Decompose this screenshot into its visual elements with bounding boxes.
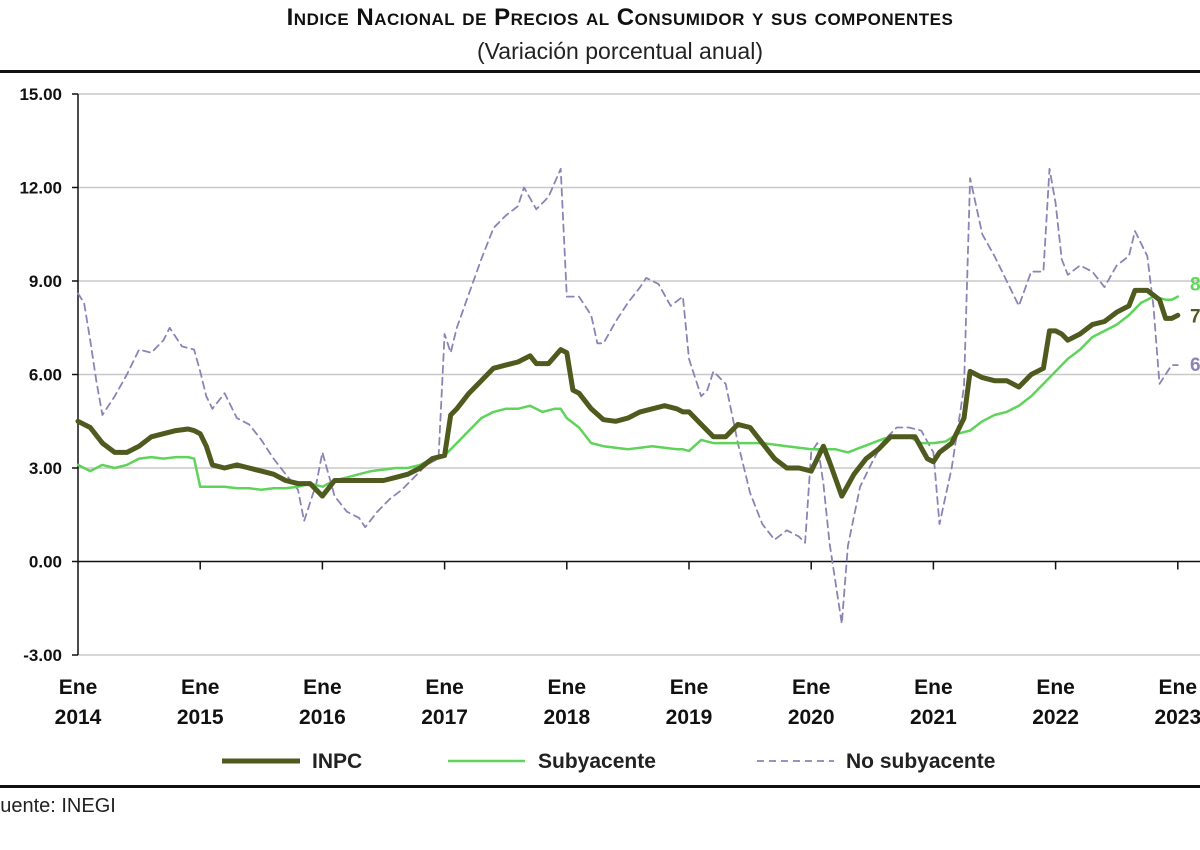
x-tick-label-year: 2016: [299, 706, 346, 729]
x-tick-label-month: Ene: [303, 676, 342, 699]
y-tick-label: 12.00: [19, 179, 62, 198]
bottom-rule: [0, 785, 1200, 788]
grid-lines: [78, 93, 1200, 656]
series-line-no-subyacente: [77, 167, 1179, 625]
x-tick-label-month: Ene: [181, 676, 220, 699]
x-tick-label-year: 2023: [1154, 706, 1200, 729]
x-axis-ticks: Ene 2014 Ene 2015 Ene 2016 Ene 2017 Ene 2018 Ene 20…: [55, 561, 1200, 729]
x-tick-label-year: 2019: [666, 706, 713, 729]
x-tick-label-year: 2017: [421, 706, 468, 729]
series-end-labels: 7 8 6: [1190, 275, 1200, 377]
end-label-subyacente: 8: [1190, 275, 1200, 296]
x-tick-label-year: 2015: [177, 706, 224, 729]
x-tick-label-year: 2020: [788, 706, 835, 729]
y-tick-label: 15.00: [19, 85, 62, 104]
x-tick-label-year: 2014: [55, 706, 102, 729]
source-note: Fuente: INEGI: [0, 795, 116, 817]
x-tick-label-month: Ene: [792, 676, 831, 699]
series-lines: [75, 167, 1181, 625]
top-rule: [0, 70, 1200, 73]
y-tick-label: 0.00: [29, 553, 62, 572]
x-tick-label-year: 2021: [910, 706, 957, 729]
x-tick-label-month: Ene: [548, 676, 587, 699]
end-label-inpc: 7: [1190, 306, 1200, 327]
x-tick-label-month: Ene: [670, 676, 709, 699]
legend-label-subyacente: Subyacente: [538, 750, 656, 773]
y-tick-label: 6.00: [29, 366, 62, 385]
legend-label-inpc: INPC: [312, 750, 362, 773]
y-tick-label: 3.00: [29, 459, 62, 478]
chart-title: Indice Nacional de Precios al Consumidor…: [286, 4, 954, 31]
y-axis-ticks: 15.00 12.00 9.00 6.00 3.00 0.00 -3.00: [19, 85, 78, 665]
x-tick-label-month: Ene: [914, 676, 953, 699]
x-tick-label-month: Ene: [1159, 676, 1198, 699]
end-label-no-subyacente: 6: [1190, 355, 1200, 376]
x-tick-label-year: 2022: [1032, 706, 1079, 729]
x-tick-label-month: Ene: [1036, 676, 1075, 699]
series-line-inpc: [75, 287, 1181, 499]
x-tick-label-year: 2018: [543, 706, 590, 729]
y-tick-label: 9.00: [29, 272, 62, 291]
legend-label-no-subyacente: No subyacente: [846, 750, 995, 773]
series-line-subyacente: [76, 295, 1180, 492]
legend: INPC Subyacente No subyacente: [222, 750, 995, 773]
x-tick-label-month: Ene: [425, 676, 464, 699]
y-tick-label: -3.00: [23, 646, 62, 665]
chart-subtitle: (Variación porcentual anual): [477, 38, 763, 64]
x-tick-label-month: Ene: [59, 676, 98, 699]
